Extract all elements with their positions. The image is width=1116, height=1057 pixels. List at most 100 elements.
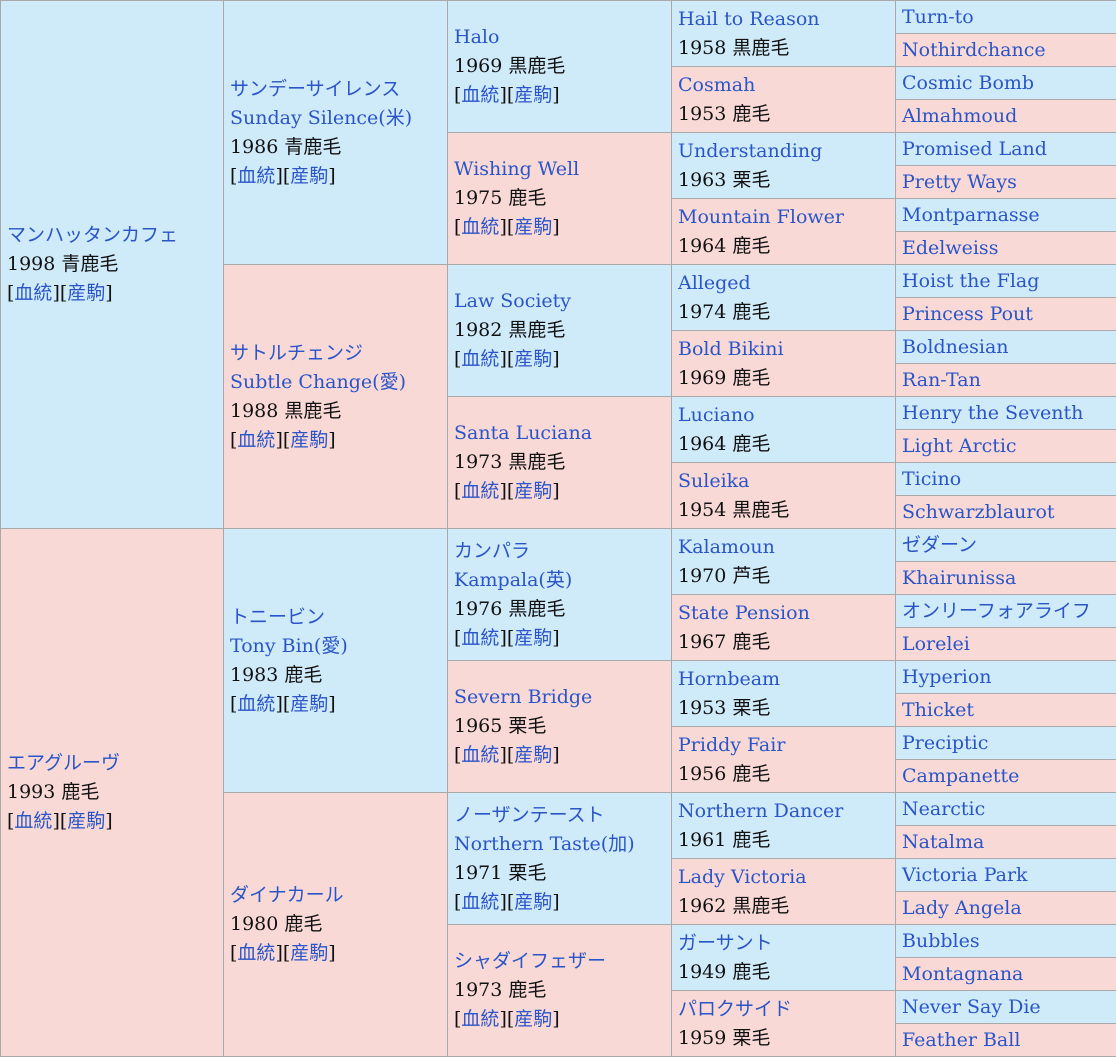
horse-name-link[interactable]: Victoria Park — [902, 861, 1116, 890]
pedigree-link[interactable]: 血統 — [237, 942, 275, 964]
horse-name-link[interactable]: ダイナカール — [230, 881, 447, 910]
horse-name-link[interactable]: Hornbeam — [678, 665, 895, 694]
horse-name-en-link[interactable]: Sunday Silence(米) — [230, 104, 447, 133]
gen5-cell: Bubbles — [896, 925, 1116, 958]
horse-name-link[interactable]: Hoist the Flag — [902, 267, 1116, 296]
pedigree-link[interactable]: 血統 — [461, 744, 499, 766]
foals-link[interactable]: 産駒 — [67, 282, 105, 304]
horse-name-link[interactable]: Luciano — [678, 401, 895, 430]
horse-name-link[interactable]: ガーサント — [678, 929, 895, 958]
horse-name-en-link[interactable]: Tony Bin(愛) — [230, 632, 447, 661]
horse-name-link[interactable]: Cosmah — [678, 71, 895, 100]
horse-name-link[interactable]: Lady Angela — [902, 894, 1116, 923]
horse-name-en-link[interactable]: Northern Taste(加) — [454, 830, 671, 859]
horse-name-link[interactable]: Santa Luciana — [454, 419, 671, 448]
foals-link[interactable]: 産駒 — [290, 165, 328, 187]
pedigree-link[interactable]: 血統 — [461, 84, 499, 106]
foals-link[interactable]: 産駒 — [290, 693, 328, 715]
horse-name-link[interactable]: Never Say Die — [902, 993, 1116, 1022]
horse-name-link[interactable]: Hyperion — [902, 663, 1116, 692]
horse-name-link[interactable]: エアグルーヴ — [7, 749, 223, 778]
foals-link[interactable]: 産駒 — [290, 429, 328, 451]
horse-name-link[interactable]: Preciptic — [902, 729, 1116, 758]
horse-name-link[interactable]: Bold Bikini — [678, 335, 895, 364]
pedigree-link[interactable]: 血統 — [237, 429, 275, 451]
gen5-cell: Light Arctic — [896, 430, 1116, 463]
foals-link[interactable]: 産駒 — [290, 942, 328, 964]
horse-name-link[interactable]: Lady Victoria — [678, 863, 895, 892]
horse-name-link[interactable]: Hail to Reason — [678, 5, 895, 34]
foals-link[interactable]: 産駒 — [514, 480, 552, 502]
horse-name-link[interactable]: Severn Bridge — [454, 683, 671, 712]
horse-name-link[interactable]: Edelweiss — [902, 234, 1116, 263]
horse-name-link[interactable]: Natalma — [902, 828, 1116, 857]
horse-name-link[interactable]: Northern Dancer — [678, 797, 895, 826]
horse-name-en-link[interactable]: Subtle Change(愛) — [230, 368, 447, 397]
pedigree-link[interactable]: 血統 — [237, 165, 275, 187]
horse-name-link[interactable]: Schwarzblaurot — [902, 498, 1116, 527]
foals-link[interactable]: 産駒 — [514, 348, 552, 370]
horse-name-link[interactable]: Nothirdchance — [902, 36, 1116, 65]
horse-name-en-link[interactable]: Kampala(英) — [454, 566, 671, 595]
horse-name-link[interactable]: Thicket — [902, 696, 1116, 725]
pedigree-link[interactable]: 血統 — [461, 216, 499, 238]
horse-name-link[interactable]: ゼダーン — [902, 531, 1116, 560]
horse-name-link[interactable]: Campanette — [902, 762, 1116, 791]
gen5-cell: Promised Land — [896, 133, 1116, 166]
pedigree-link[interactable]: 血統 — [461, 891, 499, 913]
horse-name-link[interactable]: Feather Ball — [902, 1026, 1116, 1055]
horse-name-link[interactable]: Almahmoud — [902, 102, 1116, 131]
horse-name-link[interactable]: Light Arctic — [902, 432, 1116, 461]
birth-year-coat: 1959 栗毛 — [678, 1024, 895, 1053]
foals-link[interactable]: 産駒 — [67, 810, 105, 832]
horse-name-link[interactable]: Alleged — [678, 269, 895, 298]
pedigree-link[interactable]: 血統 — [461, 627, 499, 649]
pedigree-link[interactable]: 血統 — [461, 348, 499, 370]
horse-name-link[interactable]: Halo — [454, 23, 671, 52]
pedigree-link[interactable]: 血統 — [461, 1008, 499, 1030]
horse-name-link[interactable]: Turn-to — [902, 3, 1116, 32]
horse-name-link[interactable]: Nearctic — [902, 795, 1116, 824]
horse-name-link[interactable]: Princess Pout — [902, 300, 1116, 329]
horse-name-link[interactable]: Bubbles — [902, 927, 1116, 956]
foals-link[interactable]: 産駒 — [514, 744, 552, 766]
horse-name-link[interactable]: シャダイフェザー — [454, 947, 671, 976]
horse-name-link[interactable]: マンハッタンカフェ — [7, 221, 223, 250]
horse-name-link[interactable]: Mountain Flower — [678, 203, 895, 232]
foals-link[interactable]: 産駒 — [514, 216, 552, 238]
horse-name-link[interactable]: サンデーサイレンス — [230, 75, 447, 104]
horse-name-link[interactable]: Ticino — [902, 465, 1116, 494]
horse-name-link[interactable]: Pretty Ways — [902, 168, 1116, 197]
foals-link[interactable]: 産駒 — [514, 1008, 552, 1030]
pedigree-link[interactable]: 血統 — [237, 693, 275, 715]
horse-name-link[interactable]: トニービン — [230, 603, 447, 632]
pedigree-link[interactable]: 血統 — [14, 810, 52, 832]
horse-name-link[interactable]: オンリーフォアライフ — [902, 597, 1116, 626]
foals-link[interactable]: 産駒 — [514, 627, 552, 649]
horse-name-link[interactable]: Lorelei — [902, 630, 1116, 659]
horse-name-link[interactable]: Promised Land — [902, 135, 1116, 164]
horse-name-link[interactable]: Suleika — [678, 467, 895, 496]
horse-name-link[interactable]: Cosmic Bomb — [902, 69, 1116, 98]
horse-name-link[interactable]: Khairunissa — [902, 564, 1116, 593]
horse-name-link[interactable]: Kalamoun — [678, 533, 895, 562]
horse-name-link[interactable]: カンパラ — [454, 537, 671, 566]
horse-name-link[interactable]: Understanding — [678, 137, 895, 166]
foals-link[interactable]: 産駒 — [514, 84, 552, 106]
horse-name-link[interactable]: Montparnasse — [902, 201, 1116, 230]
pedigree-link[interactable]: 血統 — [14, 282, 52, 304]
horse-name-link[interactable]: Montagnana — [902, 960, 1116, 989]
horse-name-link[interactable]: パロクサイド — [678, 995, 895, 1024]
pedigree-link[interactable]: 血統 — [461, 480, 499, 502]
horse-name-link[interactable]: State Pension — [678, 599, 895, 628]
horse-name-link[interactable]: Wishing Well — [454, 155, 671, 184]
horse-name-link[interactable]: Boldnesian — [902, 333, 1116, 362]
horse-name-link[interactable]: ノーザンテースト — [454, 801, 671, 830]
horse-name-link[interactable]: Law Society — [454, 287, 671, 316]
gen3-ddd-cell: シャダイフェザー 1973 鹿毛 [血統][産駒] — [448, 925, 672, 1057]
horse-name-link[interactable]: Ran-Tan — [902, 366, 1116, 395]
horse-name-link[interactable]: サトルチェンジ — [230, 339, 447, 368]
horse-name-link[interactable]: Henry the Seventh — [902, 399, 1116, 428]
foals-link[interactable]: 産駒 — [514, 891, 552, 913]
horse-name-link[interactable]: Priddy Fair — [678, 731, 895, 760]
